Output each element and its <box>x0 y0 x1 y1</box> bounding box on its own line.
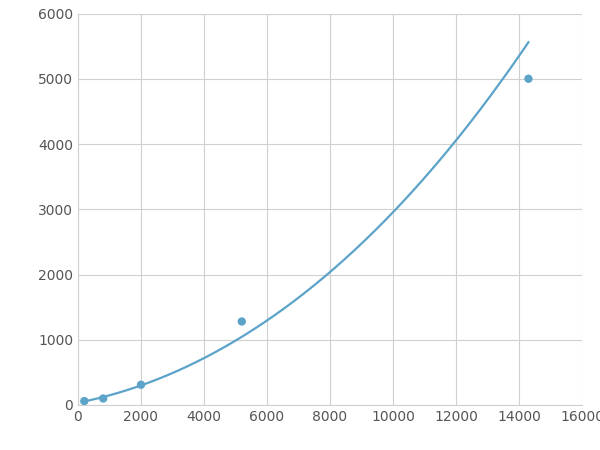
Point <box>98 395 108 402</box>
Point <box>524 75 533 82</box>
Point <box>136 381 146 388</box>
Point <box>237 318 247 325</box>
Point <box>79 397 89 405</box>
